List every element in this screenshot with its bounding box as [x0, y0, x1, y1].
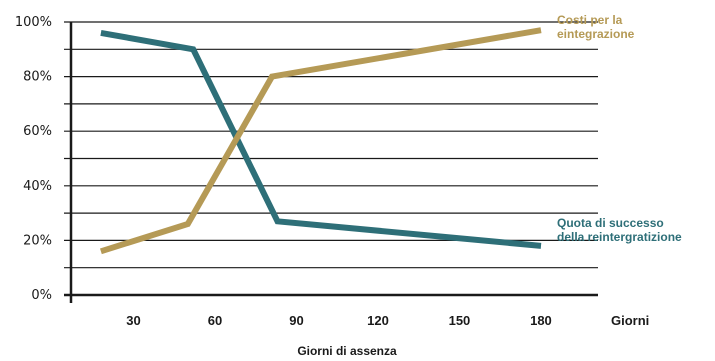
- y-axis-tick-labels: 0% 20% 40% 60% 80% 100%: [15, 15, 52, 303]
- x-tick-label: 150: [449, 313, 471, 328]
- x-axis-tick-labels: 30 60 90 120 150 180: [126, 313, 552, 328]
- series-label-1: Quota di successo della reintergratizione: [557, 216, 682, 244]
- series-label-2: Costi per la eintegrazione: [557, 13, 635, 41]
- x-tick-label: 90: [289, 313, 303, 328]
- x-axis-title: Giorni di assenza: [297, 344, 397, 358]
- series-lines: [100, 27, 542, 255]
- y-tick-label: 40%: [23, 179, 52, 194]
- y-tick-label: 60%: [23, 124, 52, 139]
- series-labels: Quota di successo della reintergratizione…: [557, 13, 682, 244]
- x-tick-label: 180: [530, 313, 552, 328]
- x-tick-label: 60: [208, 313, 222, 328]
- x-axis-unit-label: Giorni: [611, 313, 649, 328]
- x-tick-label: 120: [367, 313, 389, 328]
- series-line-1: [100, 29, 542, 249]
- series-line-2: [100, 27, 542, 255]
- x-tick-label: 30: [126, 313, 140, 328]
- y-tick-label: 100%: [15, 15, 52, 30]
- y-tick-label: 0%: [31, 288, 52, 303]
- y-tick-label: 20%: [23, 233, 52, 248]
- grid-lines: [64, 21, 598, 269]
- y-tick-label: 80%: [23, 70, 52, 85]
